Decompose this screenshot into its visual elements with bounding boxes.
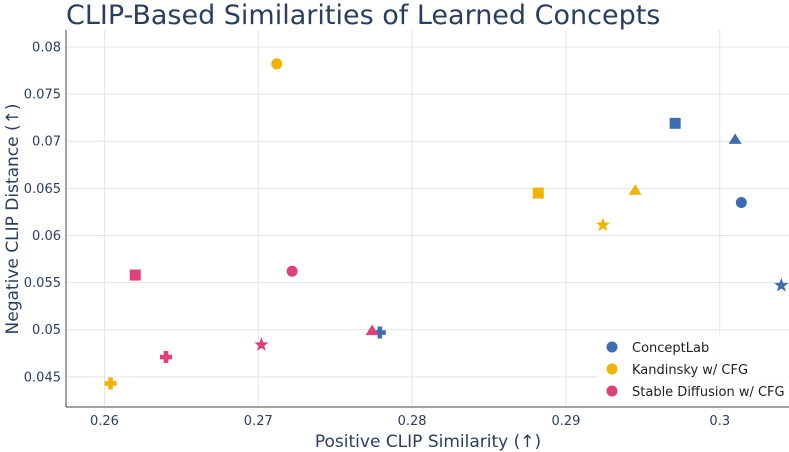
legend-marker-conceptlab <box>606 341 618 353</box>
conceptlab-star-point <box>774 277 789 292</box>
y-tick-label: 0.08 <box>32 40 61 55</box>
x-tick-label: 0.29 <box>551 414 580 429</box>
kandinsky-w-cfg-circle-point <box>271 58 283 70</box>
legend-label-kandinsky: Kandinsky w/ CFG <box>632 363 748 378</box>
x-tick-label: 0.3 <box>709 414 730 429</box>
conceptlab-circle-point <box>735 196 747 208</box>
y-tick-label: 0.07 <box>32 135 61 150</box>
conceptlab-triangle-point <box>728 133 742 144</box>
gridlines <box>66 30 789 407</box>
stable-diffusion-w-cfg-square-point <box>129 269 141 281</box>
kandinsky-w-cfg-triangle-point <box>628 184 642 195</box>
kandinsky-w-cfg-star-point <box>595 217 610 232</box>
kandinsky-w-cfg-square-point <box>532 187 544 199</box>
data-points <box>104 58 789 390</box>
kandinsky-w-cfg-cross-point <box>104 377 117 390</box>
x-tick-label: 0.27 <box>244 414 273 429</box>
stable-diffusion-w-cfg-circle-point <box>286 265 298 277</box>
chart-title: CLIP-Based Similarities of Learned Conce… <box>66 0 660 31</box>
tick-labels: 0.26 0.27 0.28 0.29 0.3 0.045 0.05 0.055 0.06 0.0… <box>24 40 730 429</box>
stable-diffusion-w-cfg-triangle-point <box>365 324 379 336</box>
legend-label-conceptlab: ConceptLab <box>632 341 709 356</box>
y-tick-label: 0.075 <box>24 88 61 103</box>
y-tick-label: 0.06 <box>32 229 61 244</box>
y-axis-title: Negative CLIP Distance (↑) <box>3 104 23 335</box>
legend-marker-kandinsky <box>606 363 618 375</box>
legend: ConceptLab Kandinsky w/ CFG Stable Diffu… <box>598 334 788 406</box>
y-tick-label: 0.045 <box>24 370 61 385</box>
legend-label-stable-diffusion: Stable Diffusion w/ CFG <box>632 385 785 400</box>
x-axis-title: Positive CLIP Similarity (↑) <box>315 432 541 452</box>
x-tick-label: 0.28 <box>398 414 427 429</box>
stable-diffusion-w-cfg-star-point <box>254 337 269 351</box>
y-tick-label: 0.065 <box>24 182 61 197</box>
y-tick-label: 0.05 <box>32 323 61 338</box>
conceptlab-cross-point <box>373 326 386 339</box>
x-tick-label: 0.26 <box>90 414 119 429</box>
legend-marker-stable-diffusion <box>606 385 618 397</box>
y-tick-label: 0.055 <box>24 276 61 291</box>
conceptlab-square-point <box>669 117 681 129</box>
stable-diffusion-w-cfg-cross-point <box>159 351 172 364</box>
legend-background <box>598 334 788 406</box>
